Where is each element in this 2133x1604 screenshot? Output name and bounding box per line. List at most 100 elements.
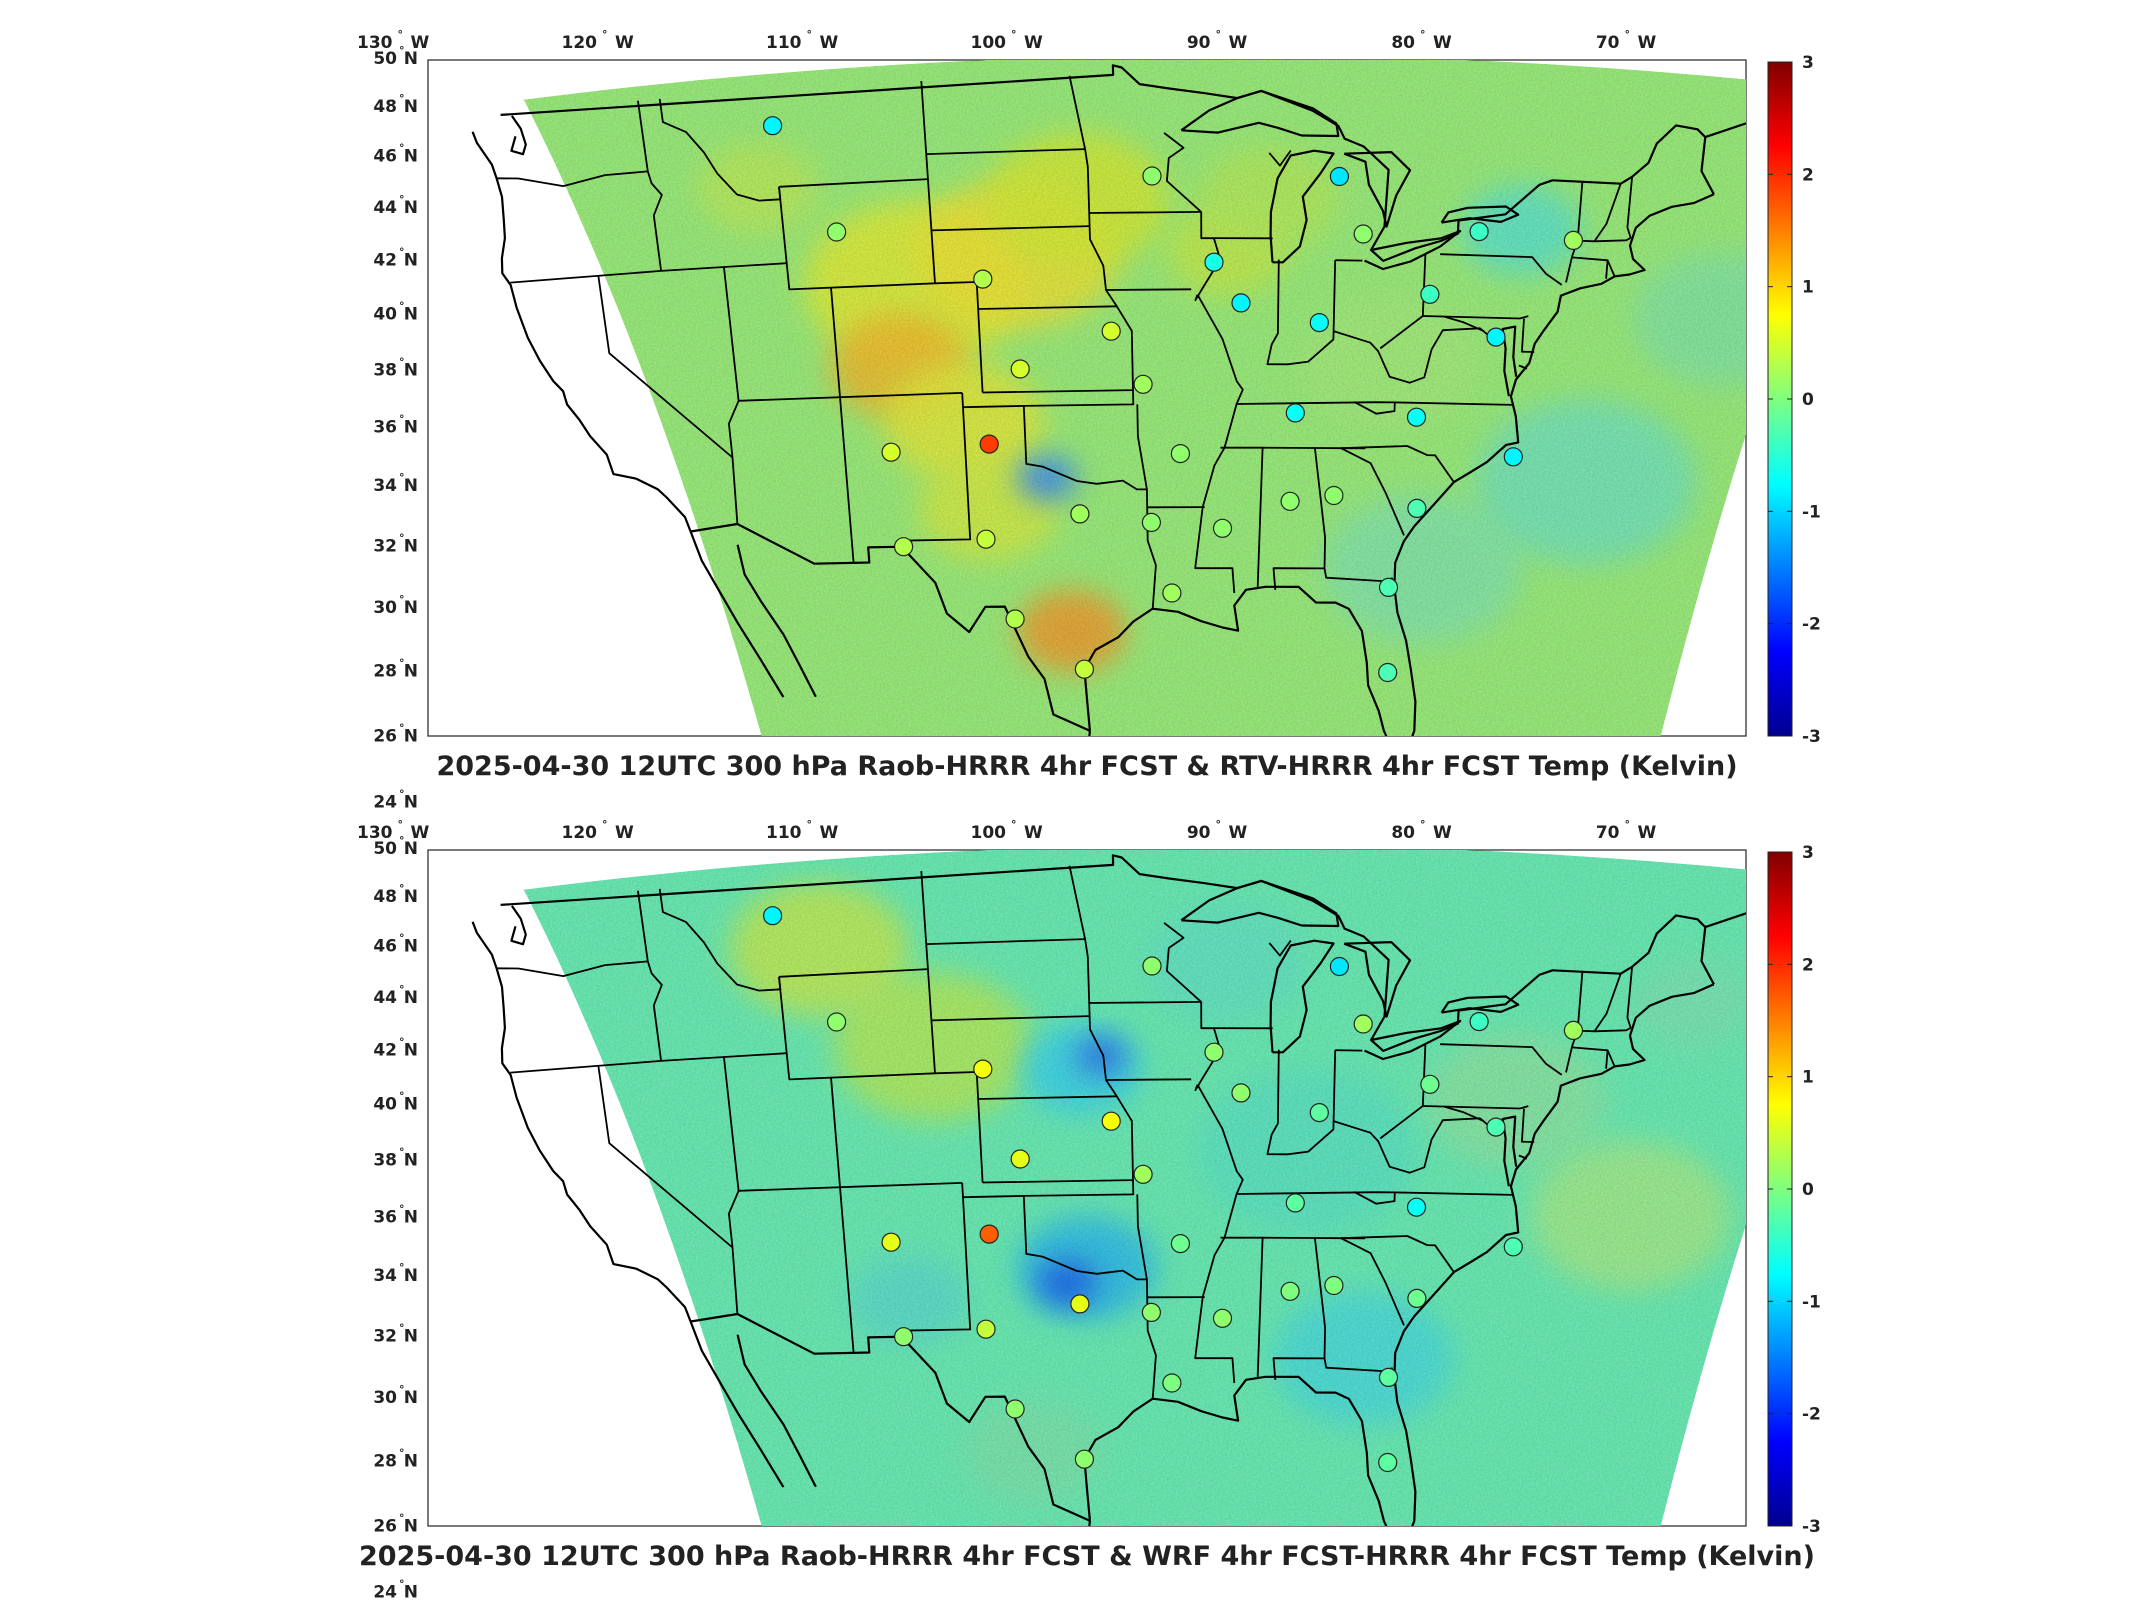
degree-symbol: ° (399, 1090, 405, 1103)
lat-hemisphere-label: N (404, 198, 418, 218)
temperature-difference-field (522, 60, 1746, 736)
raob-station-marker (1005, 609, 1025, 629)
raob-station-marker (1309, 313, 1329, 333)
degree-symbol: ° (399, 1261, 405, 1274)
lon-tick-label: 70 (1596, 823, 1620, 843)
raob-station-marker (1563, 230, 1584, 250)
degree-symbol: ° (1625, 818, 1631, 831)
degree-symbol: ° (399, 983, 405, 996)
lon-hemisphere-label: W (820, 33, 839, 53)
degree-symbol: ° (1625, 28, 1631, 41)
degree-symbol: ° (399, 932, 405, 945)
lon-hemisphere-label: W (820, 823, 839, 843)
map-panel-top: 130 ° W 120 ° W 110 ° W 100 ° W 90 ° W 80 ° W 70 ° W50 ° N48 ° N… (357, 28, 1821, 813)
map-panel-bottom: 130 ° W 120 ° W 110 ° W 100 ° W 90 ° W 80 ° W 70 ° W50 ° N48 ° N… (357, 818, 1821, 1603)
degree-symbol: ° (1420, 28, 1426, 41)
raob-station-marker (1407, 498, 1427, 518)
lat-tick-label: 46 (373, 937, 397, 957)
raob-station-marker (1378, 577, 1399, 598)
raob-station-marker (1378, 1367, 1399, 1388)
lat-tick-label: 50 (373, 49, 397, 69)
colorbar-tick-label: 0 (1802, 1180, 1814, 1200)
lat-tick-label: 24 (373, 1583, 397, 1600)
degree-symbol: ° (399, 245, 405, 258)
raob-station-marker (1420, 284, 1440, 304)
raob-station-marker (1070, 1294, 1090, 1314)
degree-symbol: ° (399, 1383, 405, 1396)
raob-station-marker (881, 442, 901, 462)
degree-symbol: ° (399, 193, 405, 206)
raob-station-marker (1142, 956, 1162, 976)
lat-hemisphere-label: N (404, 1095, 418, 1115)
lat-hemisphere-label: N (404, 1207, 418, 1227)
raob-station-marker (1407, 1288, 1427, 1309)
lat-tick-label: 26 (373, 1516, 397, 1536)
temperature-difference-field (522, 850, 1746, 1526)
raob-station-marker (1204, 1042, 1224, 1062)
lat-tick-label: 44 (373, 198, 397, 218)
raob-station-marker (1503, 1237, 1523, 1257)
raob-station-marker (1503, 447, 1523, 467)
raob-station-marker (973, 269, 993, 289)
raob-station-marker (1285, 403, 1305, 423)
colorbar-tick-label: -3 (1802, 727, 1821, 747)
raob-station-marker (826, 1012, 847, 1032)
raob-station-marker (1420, 1074, 1440, 1094)
degree-symbol: ° (399, 721, 405, 734)
degree-symbol: ° (399, 300, 405, 313)
raob-station-marker (1309, 1102, 1329, 1123)
colorbar-tick-label: 0 (1802, 390, 1814, 410)
lat-hemisphere-label: N (404, 1516, 418, 1536)
degree-symbol: ° (1420, 818, 1426, 831)
raob-station-marker (1101, 321, 1121, 341)
lon-tick-label: 70 (1596, 33, 1620, 53)
raob-station-marker (1469, 1011, 1489, 1032)
lat-hemisphere-label: N (404, 1266, 418, 1286)
lon-tick-label: 130 (357, 33, 393, 53)
lat-hemisphere-label: N (404, 147, 418, 167)
lat-tick-label: 32 (373, 1326, 397, 1346)
degree-symbol: ° (399, 1446, 405, 1459)
raob-station-marker (1378, 662, 1398, 683)
colorbar-tick-label: -1 (1802, 502, 1821, 522)
raob-station-marker (1005, 1399, 1025, 1419)
raob-station-marker (979, 1224, 999, 1244)
degree-symbol: ° (398, 28, 404, 41)
degree-symbol: ° (399, 1145, 405, 1158)
raob-station-marker (1204, 252, 1224, 272)
lat-hemisphere-label: N (404, 250, 418, 270)
degree-symbol: ° (399, 788, 405, 801)
lat-hemisphere-label: N (404, 536, 418, 556)
lon-tick-label: 90 (1187, 33, 1211, 53)
degree-symbol: ° (399, 355, 405, 368)
lon-hemisphere-label: W (615, 33, 634, 53)
colorbar-tick-label: 2 (1802, 165, 1814, 185)
lon-hemisphere-label: W (1433, 33, 1452, 53)
lon-hemisphere-label: W (411, 33, 430, 53)
lon-tick-label: 90 (1187, 823, 1211, 843)
degree-symbol: ° (1011, 28, 1017, 41)
lat-hemisphere-label: N (404, 598, 418, 618)
lat-hemisphere-label: N (404, 887, 418, 907)
raob-station-marker (1406, 407, 1427, 427)
lat-tick-label: 30 (373, 598, 397, 618)
lon-hemisphere-label: W (1638, 823, 1657, 843)
lat-hemisphere-label: N (404, 1040, 418, 1060)
lon-tick-label: 120 (562, 33, 598, 53)
lat-hemisphere-label: N (404, 937, 418, 957)
colorbar-tick-label: 1 (1802, 1068, 1814, 1088)
lat-tick-label: 24 (373, 793, 397, 813)
lat-tick-label: 42 (373, 250, 397, 270)
degree-symbol: ° (399, 412, 405, 425)
degree-symbol: ° (807, 28, 813, 41)
lat-hemisphere-label: N (404, 726, 418, 746)
degree-symbol: ° (399, 44, 405, 57)
raob-station-marker (1133, 374, 1153, 394)
lat-tick-label: 26 (373, 726, 397, 746)
lon-tick-label: 130 (357, 823, 393, 843)
lat-tick-label: 28 (373, 661, 397, 681)
raob-station-marker (826, 222, 847, 242)
colorbar-tick-label: -2 (1802, 615, 1821, 635)
degree-symbol: ° (398, 818, 404, 831)
lat-hemisphere-label: N (404, 661, 418, 681)
